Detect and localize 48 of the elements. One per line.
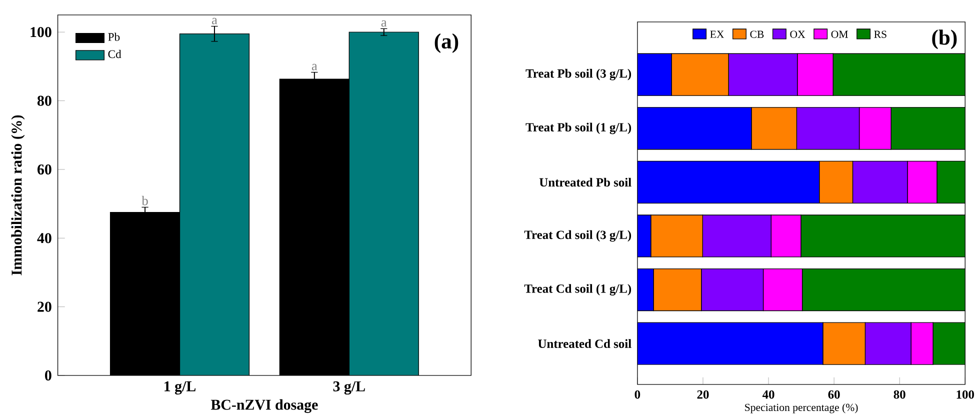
y-tick-label: 40 bbox=[37, 233, 52, 244]
data-label: a bbox=[381, 20, 387, 27]
bar bbox=[637, 53, 672, 96]
x-tick-label: 0 bbox=[634, 390, 640, 399]
legend-label: OX bbox=[790, 30, 806, 38]
x-tick-label: 3 g/L bbox=[333, 381, 365, 395]
x-tick-label: 40 bbox=[762, 390, 774, 399]
bar bbox=[637, 107, 752, 150]
y-tick-label: 20 bbox=[38, 302, 52, 312]
x-tick-label: 1 g/L bbox=[164, 381, 196, 395]
x-axis-title: Speciation percentage (%) bbox=[745, 404, 858, 414]
bar bbox=[890, 107, 966, 150]
legend-label: OM bbox=[831, 30, 848, 38]
legend-label: RS bbox=[874, 30, 886, 38]
bar bbox=[932, 322, 966, 365]
y-tick-label: Treat Pb soil (1 g/L) bbox=[526, 122, 632, 134]
x-tick-label: 80 bbox=[894, 390, 906, 399]
y-tick-label: 80 bbox=[37, 96, 52, 106]
bar bbox=[802, 268, 966, 312]
y-tick-label: Treat Cd soil (3 g/L) bbox=[524, 230, 632, 242]
bar bbox=[936, 160, 966, 204]
bar bbox=[637, 268, 654, 312]
y-tick-label: Treat Cd soil (1 g/L) bbox=[524, 284, 632, 296]
bar bbox=[637, 322, 824, 365]
y-tick-label: Untreated Pb soil bbox=[539, 178, 632, 187]
legend-label: CB bbox=[750, 30, 764, 38]
data-label: a bbox=[212, 18, 218, 24]
y-axis-title: Immobilization ratio (%) bbox=[11, 115, 25, 276]
bar bbox=[800, 214, 966, 258]
x-tick-label: 20 bbox=[697, 390, 709, 399]
y-tick-label: 0 bbox=[45, 370, 52, 381]
y-tick-label: Untreated Cd soil bbox=[538, 339, 632, 348]
legend-label: Cd bbox=[108, 50, 122, 58]
y-tick-label: Treat Pb soil (3 g/L) bbox=[526, 69, 632, 80]
bar bbox=[637, 160, 820, 204]
legend-label: Pb bbox=[108, 32, 120, 41]
legend-label: EX bbox=[710, 30, 724, 38]
bar bbox=[637, 215, 651, 258]
x-tick-label: 60 bbox=[828, 390, 840, 399]
x-tick-label: 100 bbox=[956, 390, 974, 399]
x-axis-title: BC-nZVI dosage bbox=[210, 399, 318, 414]
data-label: a bbox=[312, 64, 318, 70]
y-tick-label: 100 bbox=[30, 27, 52, 38]
bar bbox=[832, 53, 966, 96]
annotation: (a) bbox=[434, 34, 458, 54]
y-tick-label: 60 bbox=[38, 164, 52, 175]
data-label: b bbox=[142, 196, 148, 206]
annotation: (b) bbox=[932, 30, 957, 50]
